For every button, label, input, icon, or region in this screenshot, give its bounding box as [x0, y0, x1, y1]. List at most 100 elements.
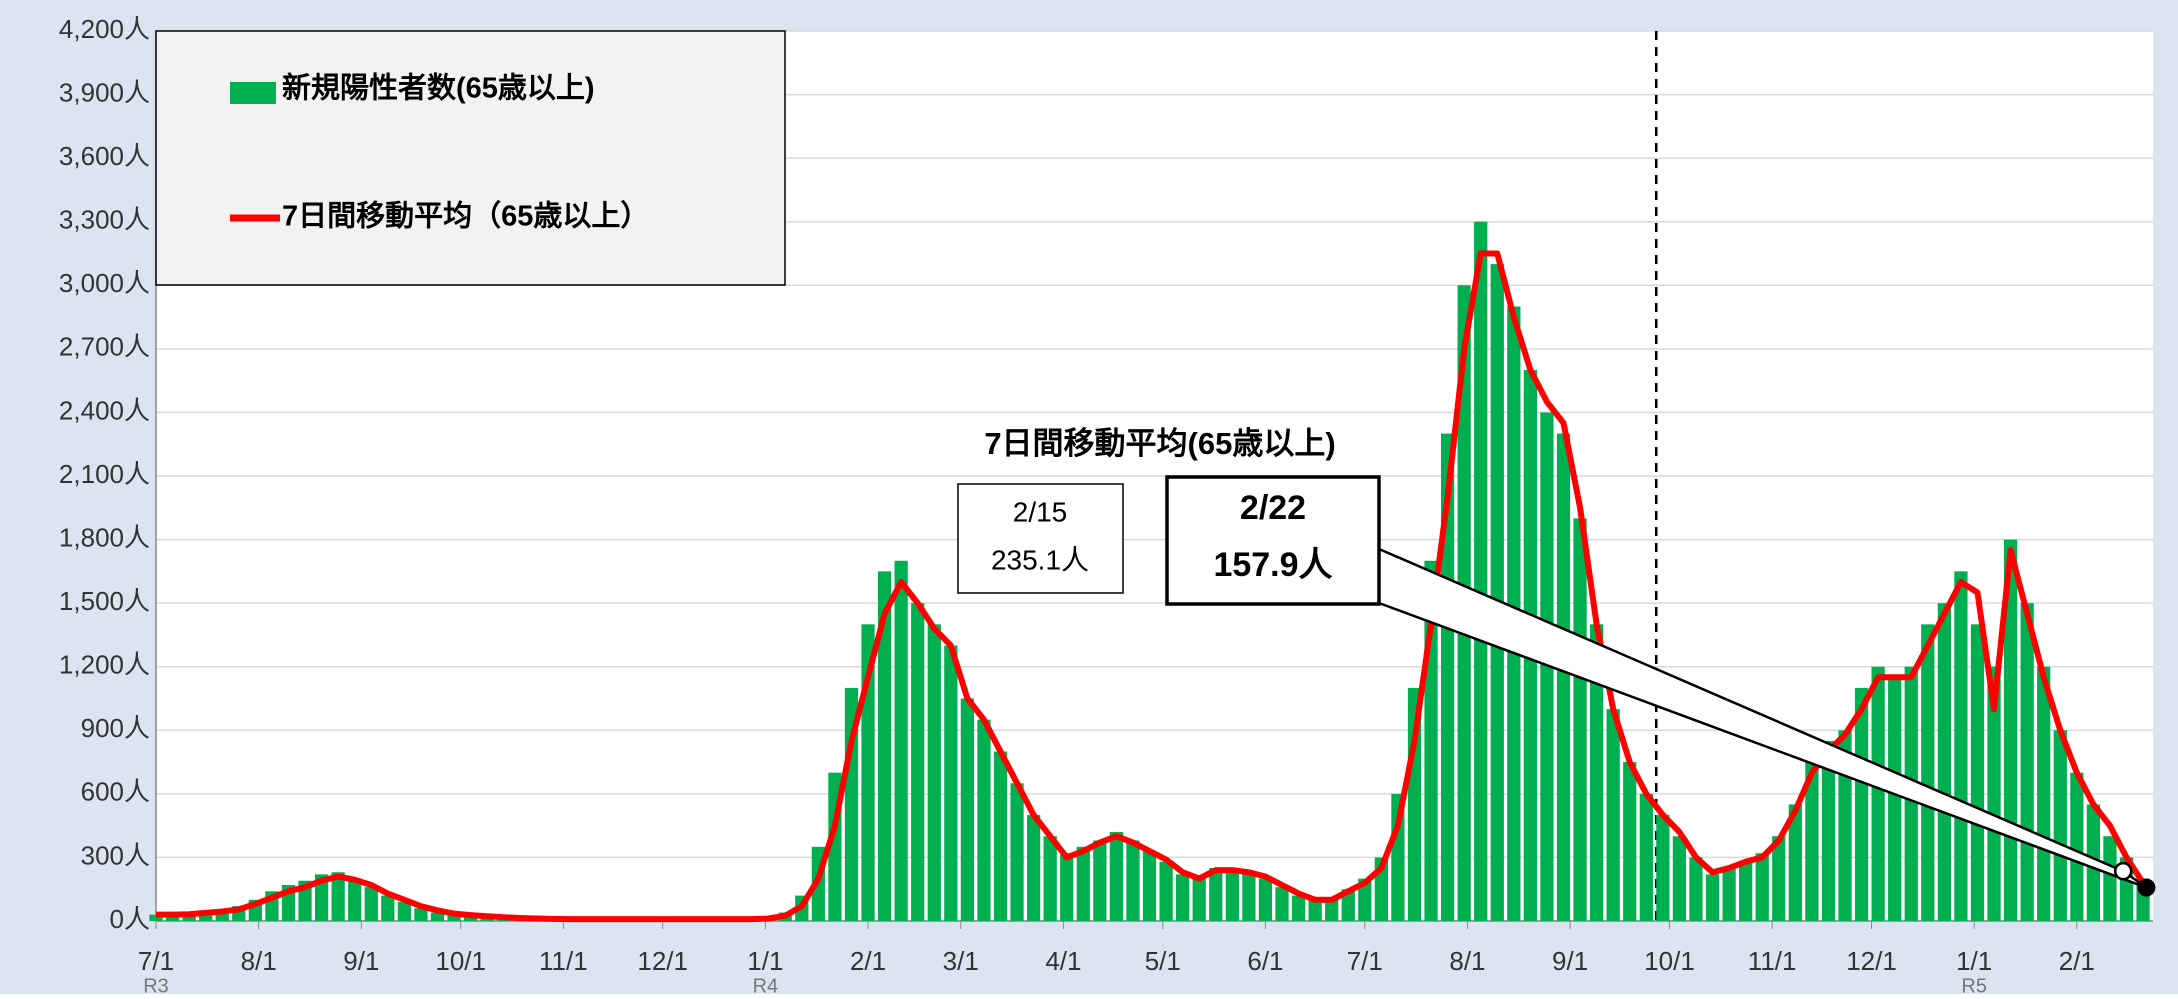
- bar: [182, 913, 196, 921]
- y-tick-label: 900人: [81, 713, 150, 743]
- bar: [1109, 832, 1124, 921]
- x-tick-label: 9/1: [1552, 946, 1588, 976]
- bar: [977, 719, 991, 921]
- x-tick-label: 2/1: [850, 946, 886, 976]
- bar: [1854, 687, 1869, 921]
- bar: [1358, 878, 1372, 921]
- bar: [1705, 874, 1720, 921]
- bar: [1192, 878, 1206, 921]
- annotations: 7日間移動平均(65歳以上) 2/15 235.1人 2/22 157.9人: [957, 426, 2156, 897]
- bar: [993, 751, 1008, 921]
- line: [156, 250, 2146, 923]
- x-tick-label: 1/1: [1956, 946, 1992, 976]
- lines: [156, 250, 2146, 923]
- bar: [1225, 870, 1239, 921]
- x-tick-label: 10/1: [435, 946, 486, 976]
- y-tick-label: 3,900人: [59, 77, 150, 107]
- y-tick-label: 1,800人: [59, 522, 150, 552]
- bar: [1325, 897, 1339, 921]
- bar: [1026, 815, 1041, 921]
- bar: [364, 887, 378, 921]
- bar: [314, 874, 329, 921]
- bar: [2020, 603, 2034, 921]
- y-tick-label: 3,300人: [59, 205, 150, 235]
- x-tick-label: 7/1: [1347, 946, 1383, 976]
- bar: [1176, 874, 1190, 921]
- bar: [1805, 762, 1819, 921]
- legend: 新規陽性者数(65歳以上) 7日間移動平均（65歳以上）: [155, 30, 786, 286]
- x-tick-label: 10/1: [1644, 946, 1695, 976]
- bar: [447, 914, 461, 921]
- bar: [215, 910, 229, 921]
- callout-value: 235.1人: [991, 544, 1089, 575]
- bar: [1689, 857, 1703, 921]
- bar: [2070, 772, 2084, 921]
- bar: [1821, 740, 1836, 921]
- callout-box: [1165, 475, 1381, 606]
- bar: [877, 571, 892, 921]
- bar: [1490, 264, 1504, 922]
- bar: [1755, 853, 1769, 921]
- bar: [1722, 868, 1736, 921]
- y-tick-label: 600人: [81, 777, 150, 807]
- era-label: R5: [1961, 975, 1987, 994]
- bar: [1258, 878, 1273, 921]
- x-tick-label: 8/1: [1449, 946, 1485, 976]
- y-tick-label: 300人: [81, 840, 150, 870]
- y-tick-label: 1,500人: [59, 586, 150, 616]
- callout-marker: [2113, 861, 2133, 881]
- bar: [1010, 783, 1024, 921]
- bar: [1209, 868, 1223, 921]
- bar: [430, 912, 445, 921]
- bar: [1556, 433, 1571, 921]
- x-tick-label: 4/1: [1045, 946, 1081, 976]
- y-tick-label: 0人: [110, 904, 150, 934]
- y-tick-label: 2,400人: [59, 395, 150, 425]
- grid: 0人 300人 600人 900人 1,200人 1,500人 1,800人 2,100人 2,…: [59, 14, 2153, 997]
- bar: [1921, 624, 1935, 921]
- x-tick-label: 5/1: [1145, 946, 1181, 976]
- bar: [165, 914, 180, 921]
- bar: [911, 603, 925, 921]
- bar: [463, 915, 478, 921]
- bar: [1937, 603, 1951, 921]
- y-tick-label: 2,100人: [59, 459, 150, 489]
- bar: [1242, 872, 1256, 921]
- x-tick-label: 11/1: [1748, 946, 1797, 976]
- bar: [944, 645, 958, 921]
- x-tick-label: 1/1: [747, 946, 783, 976]
- bar: [1623, 762, 1637, 921]
- x-tick-label: 6/1: [1247, 946, 1283, 976]
- bar: [927, 624, 941, 921]
- bar: [1739, 861, 1753, 921]
- bar: [331, 872, 345, 921]
- bar: [1142, 851, 1157, 921]
- x-tick-label: 11/1: [539, 946, 588, 976]
- bar: [1573, 518, 1587, 921]
- bar: [348, 878, 362, 921]
- x-tick-label: 12/1: [1846, 946, 1897, 976]
- bar: [1474, 221, 1488, 921]
- bar: [1970, 624, 1985, 921]
- bar: [1954, 571, 1968, 921]
- bar: [2053, 730, 2067, 921]
- bar: [1656, 815, 1670, 921]
- bar: [1159, 861, 1173, 921]
- bar: [1275, 887, 1289, 921]
- bar: [397, 901, 412, 921]
- bar: [199, 912, 213, 921]
- bar: [1639, 793, 1653, 921]
- bar: [1772, 836, 1786, 921]
- bar: [1888, 677, 1902, 921]
- bar: [1126, 840, 1140, 921]
- bar: [414, 908, 428, 921]
- bar: [2037, 666, 2051, 921]
- bar: [1076, 846, 1090, 921]
- x-tick-label: 3/1: [943, 946, 979, 976]
- callout-date: 2/22: [1240, 489, 1306, 527]
- y-tick-label: 1,200人: [59, 650, 150, 680]
- x-tick-label: 12/1: [637, 946, 688, 976]
- bar: [1440, 433, 1455, 921]
